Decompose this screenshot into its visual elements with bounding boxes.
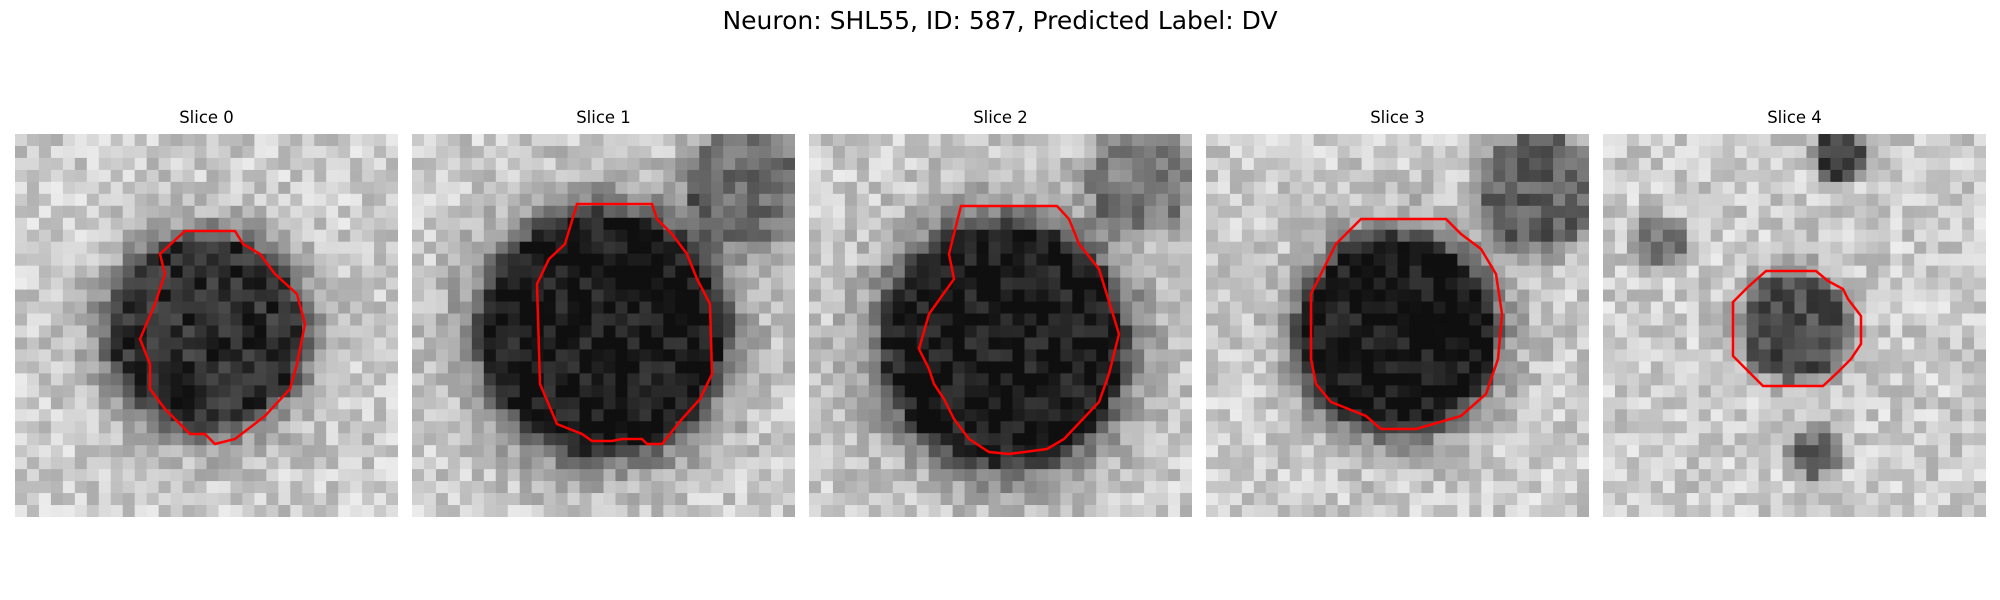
slice-4-contour bbox=[1731, 269, 1863, 388]
slice-4-image bbox=[1603, 134, 1986, 517]
slice-2-contour bbox=[917, 204, 1121, 456]
slice-2-panel bbox=[809, 134, 1192, 517]
slice-2-image bbox=[809, 134, 1192, 517]
slice-3-contour bbox=[1309, 217, 1504, 431]
slice-4-panel bbox=[1603, 134, 1986, 517]
slice-0-image bbox=[15, 134, 398, 517]
slice-0-panel bbox=[15, 134, 398, 517]
slice-1-contour bbox=[535, 202, 714, 446]
slice-1-title: Slice 1 bbox=[576, 108, 631, 127]
slice-1-image bbox=[412, 134, 795, 517]
slice-4-title: Slice 4 bbox=[1767, 108, 1822, 127]
slice-0-contour bbox=[138, 229, 307, 446]
slice-3-panel bbox=[1206, 134, 1589, 517]
slice-1-panel bbox=[412, 134, 795, 517]
figure-title: Neuron: SHL55, ID: 587, Predicted Label:… bbox=[722, 6, 1278, 35]
slice-2-title: Slice 2 bbox=[973, 108, 1028, 127]
slice-3-image bbox=[1206, 134, 1589, 517]
slice-3-title: Slice 3 bbox=[1370, 108, 1425, 127]
slice-0-title: Slice 0 bbox=[179, 108, 234, 127]
